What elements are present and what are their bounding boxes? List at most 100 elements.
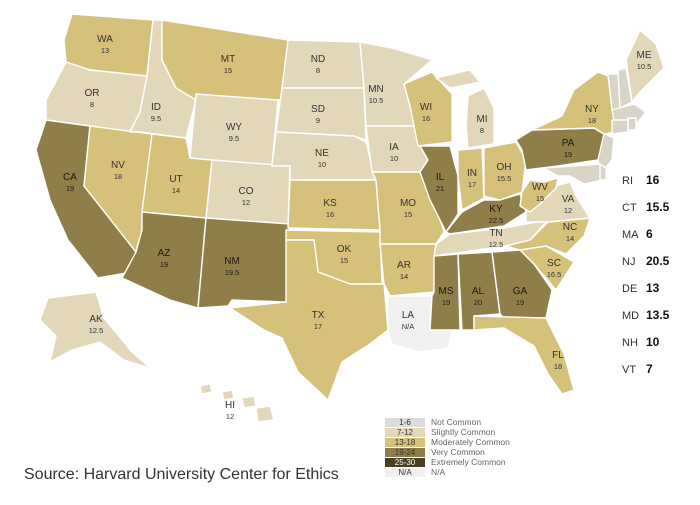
small-state-abbr: NJ bbox=[622, 256, 635, 268]
state-value: 14 bbox=[400, 272, 408, 281]
state-tx bbox=[229, 239, 389, 401]
state-nc bbox=[505, 217, 591, 255]
state-mi bbox=[435, 69, 495, 149]
state-value: 12 bbox=[242, 198, 250, 207]
small-state-value: 20.5 bbox=[646, 254, 670, 268]
state-abbr: AR bbox=[397, 260, 411, 271]
legend-label: Not Common bbox=[431, 417, 481, 427]
state-value: N/A bbox=[402, 322, 415, 331]
state-fl bbox=[473, 315, 575, 395]
state-value: 19 bbox=[442, 298, 450, 307]
state-abbr: ID bbox=[151, 102, 161, 113]
legend-range: 19-24 bbox=[395, 448, 416, 457]
state-value: 12.5 bbox=[489, 240, 504, 249]
legend-swatch bbox=[385, 428, 425, 437]
state-value: 8 bbox=[316, 66, 320, 75]
state-label-id: ID9.5 bbox=[151, 102, 161, 123]
legend-swatch bbox=[385, 418, 425, 427]
small-state-abbr: DE bbox=[622, 283, 637, 295]
state-abbr: SC bbox=[547, 258, 561, 269]
legend-swatch bbox=[385, 438, 425, 447]
small-state-value: 16 bbox=[646, 173, 660, 187]
state-value: 16.5 bbox=[547, 270, 562, 279]
state-abbr: AK bbox=[89, 314, 103, 325]
state-ny bbox=[531, 71, 615, 135]
small-state-value: 13 bbox=[646, 281, 660, 295]
legend-item: 19-24 Very Common bbox=[385, 447, 485, 457]
small-state-abbr: CT bbox=[622, 202, 637, 214]
state-abbr: WI bbox=[420, 102, 432, 113]
state-value: 15.5 bbox=[497, 174, 512, 183]
state-abbr: NC bbox=[563, 222, 577, 233]
state-pa bbox=[515, 127, 605, 171]
legend-range: 1-6 bbox=[399, 418, 411, 427]
state-label-mi: MI8 bbox=[476, 114, 487, 135]
legend-label: Extremely Common bbox=[431, 457, 506, 467]
legend-swatch bbox=[385, 448, 425, 457]
state-value: 19 bbox=[516, 298, 524, 307]
state-ak bbox=[39, 291, 151, 369]
state-abbr: KS bbox=[323, 198, 337, 209]
state-abbr: GA bbox=[513, 286, 528, 297]
small-state-md: MD 13.5 bbox=[622, 308, 670, 322]
state-value: 9.5 bbox=[151, 114, 161, 123]
state-abbr: NY bbox=[585, 104, 599, 115]
small-state-abbr: NH bbox=[622, 337, 638, 349]
legend-range: 25-30 bbox=[395, 458, 416, 467]
state-value: 10.5 bbox=[637, 62, 652, 71]
state-abbr: MO bbox=[400, 198, 416, 209]
small-state-value: 7 bbox=[646, 362, 653, 376]
state-value: 9.5 bbox=[229, 134, 239, 143]
state-value: 15 bbox=[404, 210, 412, 219]
state-ct bbox=[611, 119, 629, 135]
state-me bbox=[625, 29, 665, 103]
state-value: 14 bbox=[566, 234, 574, 243]
legend-item: 1-6 Not Common bbox=[385, 417, 481, 427]
legend-item: N/A N/A bbox=[385, 467, 446, 477]
legend-item: 7-12 Slightly Common bbox=[385, 427, 496, 437]
state-value: 17 bbox=[468, 180, 476, 189]
small-state-value: 13.5 bbox=[646, 308, 670, 322]
state-wv bbox=[519, 177, 559, 213]
state-value: 15 bbox=[340, 256, 348, 265]
state-ri bbox=[627, 117, 637, 131]
state-abbr: KY bbox=[489, 204, 503, 215]
state-value: 10 bbox=[318, 160, 326, 169]
state-abbr: NM bbox=[224, 256, 240, 267]
small-states-list: RI 16 CT 15.5 MA 6 NJ 20.5 DE 13 MD 13.5 NH 10 VT 7 bbox=[622, 173, 670, 376]
state-abbr: OH bbox=[497, 162, 512, 173]
state-value: 20 bbox=[474, 298, 482, 307]
legend-item: 25-30 Extremely Common bbox=[385, 457, 506, 467]
state-abbr: ND bbox=[311, 54, 325, 65]
state-abbr: IA bbox=[389, 142, 399, 153]
legend-item: 13-18 Moderately Common bbox=[385, 437, 510, 447]
state-abbr: CO bbox=[239, 186, 254, 197]
state-sd bbox=[275, 87, 367, 141]
state-ar bbox=[379, 243, 437, 297]
legend-range: 7-12 bbox=[397, 428, 414, 437]
state-label-or: OR8 bbox=[85, 88, 100, 109]
small-state-abbr: MD bbox=[622, 310, 639, 322]
state-in bbox=[457, 147, 485, 211]
state-abbr: OR bbox=[85, 88, 100, 99]
state-abbr: NE bbox=[315, 148, 329, 159]
small-state-ri: RI 16 bbox=[622, 173, 660, 187]
state-value: 19 bbox=[66, 184, 74, 193]
